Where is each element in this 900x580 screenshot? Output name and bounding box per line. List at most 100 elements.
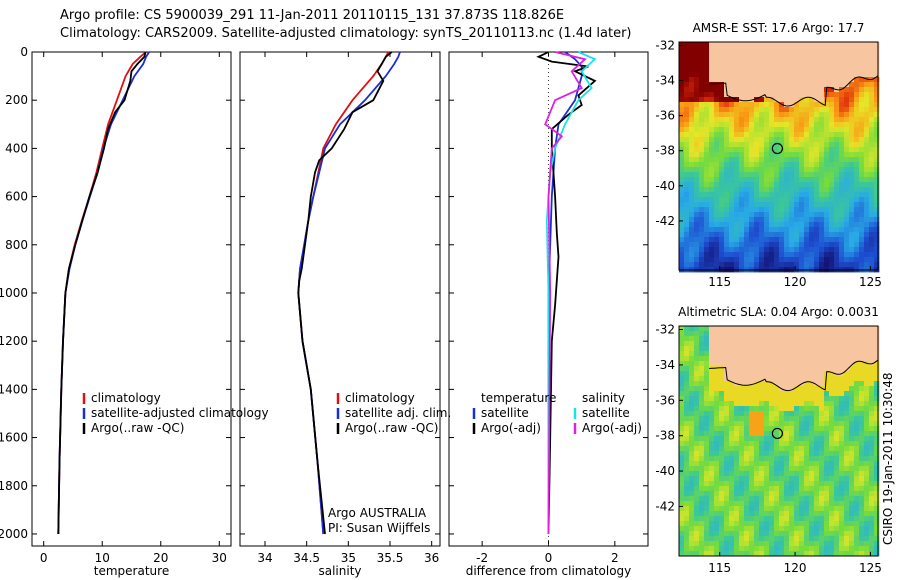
map-cell xyxy=(854,132,860,138)
map-cell xyxy=(704,486,710,492)
map-cell xyxy=(684,107,690,113)
map-cell xyxy=(769,192,775,198)
map-cell xyxy=(859,82,865,88)
map-cell xyxy=(819,142,825,148)
map-cell xyxy=(709,456,715,462)
map-cell xyxy=(789,551,795,557)
map-cell xyxy=(699,541,705,547)
map-cell xyxy=(824,496,830,502)
map-cell xyxy=(824,117,830,123)
map-cell xyxy=(679,486,685,492)
map-cell xyxy=(724,346,730,352)
map-cell xyxy=(764,361,770,367)
map-cell xyxy=(689,481,695,487)
map-cell xyxy=(829,127,835,133)
map-cell xyxy=(719,127,725,133)
map-cell xyxy=(779,187,785,193)
map-cell xyxy=(764,481,770,487)
map-cell xyxy=(759,416,765,422)
map-cell xyxy=(714,406,720,412)
map-cell xyxy=(784,217,790,223)
sla-map-field xyxy=(679,326,880,557)
map-cell xyxy=(789,237,795,243)
map-cell xyxy=(754,526,760,532)
map-cell xyxy=(819,187,825,193)
map-cell xyxy=(699,77,705,83)
map-cell xyxy=(694,212,700,218)
map-cell xyxy=(774,72,780,78)
map-cell xyxy=(709,451,715,457)
map-cell xyxy=(794,366,800,372)
map-cell xyxy=(744,416,750,422)
map-cell xyxy=(704,157,710,163)
map-cell xyxy=(764,107,770,113)
map-cell xyxy=(734,167,740,173)
map-cell xyxy=(849,52,855,58)
map-cell xyxy=(854,391,860,397)
map-cell xyxy=(849,501,855,507)
map-cell xyxy=(799,446,805,452)
map-cell xyxy=(774,466,780,472)
map-cell xyxy=(844,97,850,103)
map-cell xyxy=(814,426,820,432)
map-cell xyxy=(709,356,715,362)
map-cell xyxy=(789,446,795,452)
map-cell xyxy=(739,222,745,228)
map-cell xyxy=(849,42,855,48)
map-cell xyxy=(774,62,780,68)
map-cell xyxy=(719,222,725,228)
map-cell xyxy=(874,117,880,123)
map-cell xyxy=(874,92,880,98)
map-cell xyxy=(739,531,745,537)
map-cell xyxy=(789,341,795,347)
map-cell xyxy=(859,391,865,397)
map-cell xyxy=(834,107,840,113)
map-cell xyxy=(849,182,855,188)
map-cell xyxy=(744,426,750,432)
map-cell xyxy=(779,182,785,188)
map-cell xyxy=(749,436,755,442)
map-cell xyxy=(844,92,850,98)
map-cell xyxy=(684,456,690,462)
map-cell xyxy=(744,77,750,83)
map-cell xyxy=(769,351,775,357)
map-cell xyxy=(739,192,745,198)
salinity-legend-label: climatology xyxy=(345,391,415,405)
map-cell xyxy=(684,506,690,512)
map-cell xyxy=(739,142,745,148)
map-cell xyxy=(679,202,685,208)
map-cell xyxy=(764,117,770,123)
sst-map-ytick-label: -42 xyxy=(655,214,675,228)
map-cell xyxy=(794,67,800,73)
map-cell xyxy=(719,67,725,73)
map-cell xyxy=(744,396,750,402)
map-cell xyxy=(859,536,865,542)
map-cell xyxy=(709,361,715,367)
map-cell xyxy=(784,446,790,452)
map-cell xyxy=(684,82,690,88)
sla-map-ytick-label: -40 xyxy=(655,464,675,478)
map-cell xyxy=(774,222,780,228)
map-cell xyxy=(869,167,875,173)
map-cell xyxy=(704,336,710,342)
map-cell xyxy=(834,486,840,492)
map-cell xyxy=(689,242,695,248)
map-cell xyxy=(779,62,785,68)
map-cell xyxy=(864,346,870,352)
map-cell xyxy=(689,67,695,73)
map-cell xyxy=(849,162,855,168)
map-cell xyxy=(684,77,690,83)
map-cell xyxy=(849,481,855,487)
map-cell xyxy=(824,376,830,382)
map-cell xyxy=(824,456,830,462)
map-cell xyxy=(864,102,870,108)
map-cell xyxy=(704,62,710,68)
map-cell xyxy=(864,62,870,68)
map-cell xyxy=(839,456,845,462)
map-cell xyxy=(824,122,830,128)
map-cell xyxy=(784,376,790,382)
map-cell xyxy=(739,326,745,332)
map-cell xyxy=(759,506,765,512)
map-cell xyxy=(869,177,875,183)
map-cell xyxy=(704,217,710,223)
